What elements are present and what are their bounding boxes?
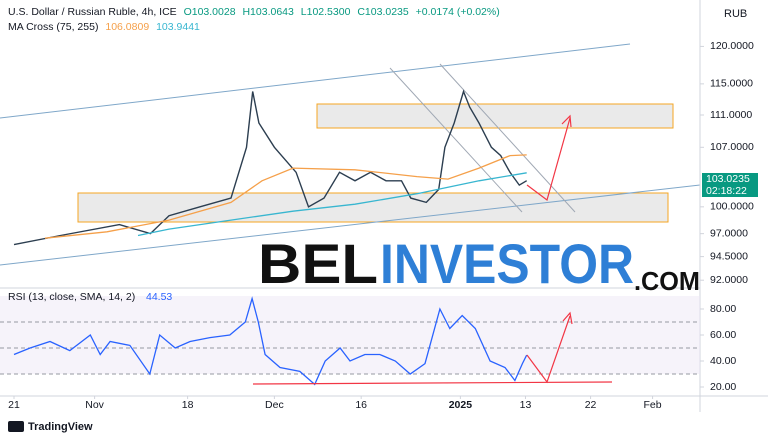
y-tick-label: 115.0000 (710, 78, 753, 90)
last-price: 103.0235 (706, 173, 750, 185)
trend-line (439, 63, 576, 213)
symbol: U.S. Dollar / Russian Ruble, 4h, ICE (8, 6, 177, 18)
header-line: U.S. Dollar / Russian Ruble, 4h, ICE O10… (8, 6, 504, 18)
change: +0.0174 (+0.02%) (415, 6, 500, 18)
x-tick-label: 18 (182, 399, 194, 411)
countdown: 02:18:22 (706, 185, 747, 197)
indicator-line: MA Cross (75, 255) 106.0809 103.9441 (8, 21, 204, 33)
series-line (13, 296, 528, 386)
rsi-value: 44.53 (146, 291, 172, 303)
high: H103.0643 (242, 6, 294, 18)
x-tick-label: Dec (265, 399, 284, 411)
y-tick-label: 94.5000 (710, 250, 748, 262)
y-tick-label: 40.00 (710, 355, 736, 367)
y-tick-label: 80.00 (710, 303, 736, 315)
series-line (44, 154, 527, 239)
y-tick-label: 60.00 (710, 329, 736, 341)
x-tick-label: Nov (85, 399, 104, 411)
trend-line (0, 43, 631, 119)
watermark: BEL (258, 232, 378, 295)
arrows (252, 114, 613, 385)
x-tick-label: 22 (585, 399, 597, 411)
x-tick-label: 2025 (449, 399, 473, 411)
close: C103.0235 (357, 6, 409, 18)
currency: RUB (724, 8, 747, 20)
x-tick-label: 13 (520, 399, 532, 411)
y-tick-label: 111.0000 (710, 109, 752, 121)
trend-line (0, 184, 701, 266)
indicator: MA Cross (75, 255) (8, 21, 99, 33)
y-tick-label: 97.0000 (710, 227, 748, 239)
rsi-band (0, 296, 700, 374)
ma-fast: 106.0809 (105, 21, 150, 33)
x-tick-label: 16 (355, 399, 367, 411)
zone-box (77, 192, 669, 223)
open: O103.0028 (183, 6, 236, 18)
y-tick-label: 92.0000 (710, 274, 748, 286)
ma-slow: 103.9441 (156, 21, 200, 33)
series-line (13, 89, 528, 246)
low: L102.5300 (300, 6, 351, 18)
x-tick-label: Feb (644, 399, 662, 411)
watermark: INVESTOR (380, 232, 634, 295)
x-tick-label: 21 (8, 399, 20, 411)
footer-brand: TradingView (28, 421, 93, 433)
y-tick-label: 120.0000 (710, 40, 754, 52)
watermark: .COM (634, 266, 700, 296)
y-tick-label: 107.0000 (710, 141, 754, 153)
logo (8, 421, 24, 432)
price-label-bg (702, 173, 758, 197)
rsi-title: RSI (13, close, SMA, 14, 2) (8, 291, 135, 303)
series-line (137, 172, 527, 237)
y-tick-label: 100.0000 (710, 201, 754, 213)
y-tick-label: 20.00 (710, 381, 736, 393)
trend-line (389, 67, 523, 213)
